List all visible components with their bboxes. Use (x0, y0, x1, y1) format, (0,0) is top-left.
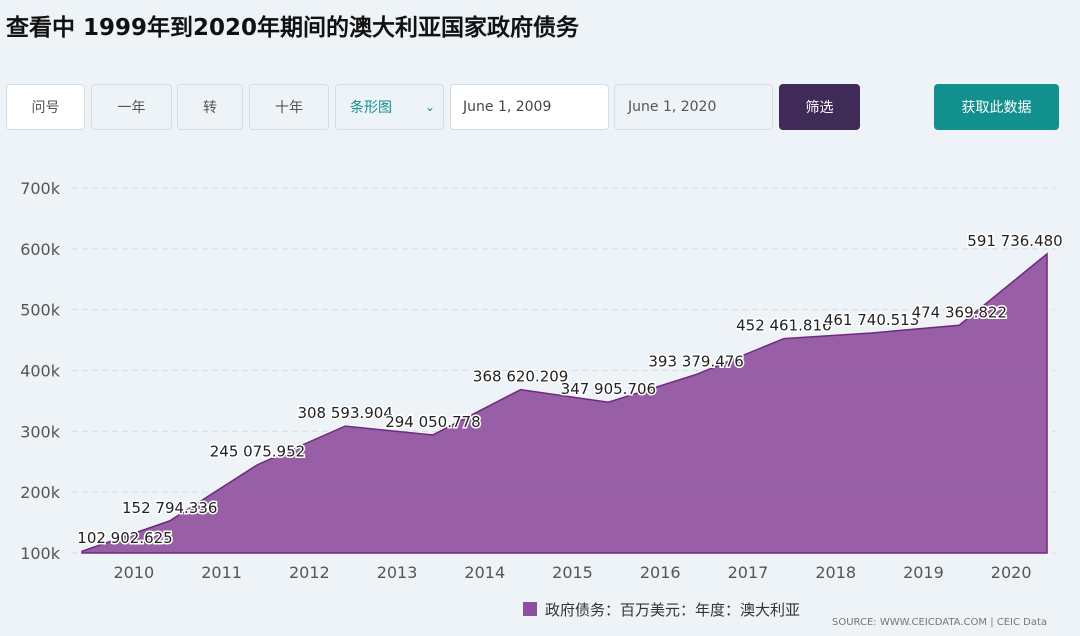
x-tick-label: 2012 (289, 563, 330, 582)
data-label: 245 075.952 (210, 443, 305, 461)
select-label: 条形图 (350, 100, 392, 116)
button[interactable]: 一年 (91, 84, 172, 130)
data-label: 294 050.778 (385, 413, 480, 431)
data-label: 461 740.513 (824, 311, 919, 329)
button[interactable]: 问号 (6, 84, 85, 130)
y-tick-label: 200k (20, 483, 61, 502)
y-tick-label: 100k (20, 544, 61, 563)
date-input[interactable]: June 1, 2020 (614, 84, 773, 130)
chevron: ⌄ (424, 100, 435, 114)
data-label: 347 905.706 (561, 380, 656, 398)
legend-swatch (523, 602, 537, 616)
area (81, 252, 1048, 554)
x-tick-label: 2018 (815, 563, 856, 582)
data-label: 368 620.209 (473, 368, 568, 386)
y-tick-label: 300k (20, 422, 61, 441)
data-label: 474 369.822 (912, 303, 1007, 321)
x-tick-label: 2011 (201, 563, 242, 582)
legend-label: 政府债务：百万美元：年度：澳大利亚 (545, 601, 800, 619)
data-label: 308 593.904 (297, 404, 392, 422)
x-tick-label: 2015 (552, 563, 593, 582)
date-input[interactable]: June 1, 2009 (450, 84, 609, 130)
data-label: 591 736.480 (967, 232, 1062, 250)
y-tick-label: 600k (20, 240, 61, 259)
source: SOURCE: WWW.CEICDATA.COM | CEIC Data (832, 617, 1047, 628)
x-tick-label: 2017 (728, 563, 769, 582)
filter-button[interactable]: 筛选 (779, 84, 860, 130)
data-label: 393 379.476 (648, 353, 743, 371)
data-label: 452 461.816 (736, 317, 831, 335)
select[interactable]: 条形图 ⌄ (335, 84, 444, 130)
y-tick-label: 700k (20, 179, 61, 198)
x-tick-label: 2014 (464, 563, 505, 582)
x-tick-label: 2010 (114, 563, 155, 582)
data-label: 152 794.336 (122, 499, 217, 517)
get-data-button[interactable]: 获取此数据 (934, 84, 1059, 130)
button[interactable]: 转 (177, 84, 243, 130)
data-label: 102 902.625 (77, 529, 172, 547)
y-tick-label: 500k (20, 301, 61, 320)
title: 查看中 1999年到2020年期间的澳大利亚国家政府债务 (6, 15, 580, 41)
y-tick-label: 400k (20, 362, 61, 381)
button[interactable]: 十年 (249, 84, 329, 130)
x-tick-label: 2013 (377, 563, 418, 582)
x-tick-label: 2019 (903, 563, 944, 582)
x-tick-label: 2016 (640, 563, 681, 582)
x-tick-label: 2020 (991, 563, 1032, 582)
